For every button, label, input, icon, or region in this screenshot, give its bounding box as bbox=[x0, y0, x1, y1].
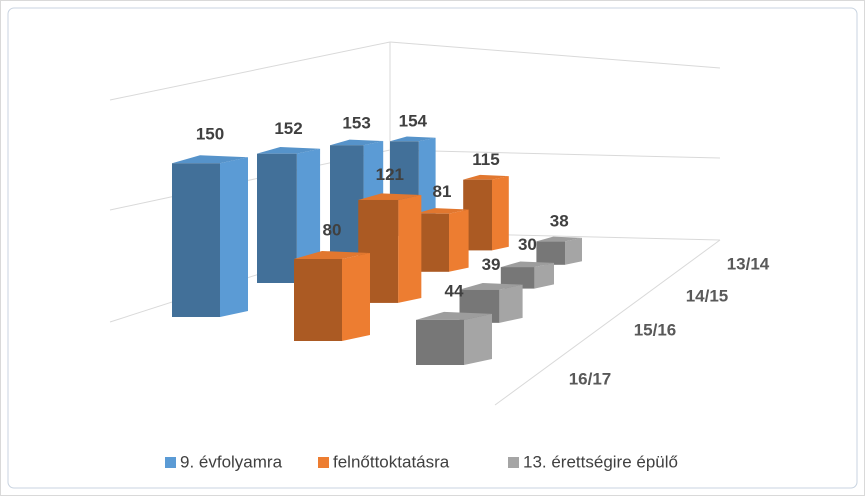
category-label: 16/17 bbox=[569, 369, 612, 388]
legend-label: 9. évfolyamra bbox=[180, 452, 283, 471]
bar-top bbox=[257, 147, 321, 154]
category-label: 15/16 bbox=[634, 320, 677, 339]
bar-side bbox=[398, 194, 422, 303]
bar bbox=[172, 155, 248, 317]
bar bbox=[257, 147, 321, 283]
category-label: 13/14 bbox=[727, 254, 770, 273]
bar-front bbox=[294, 259, 342, 341]
bar-side bbox=[220, 157, 248, 317]
bar-top bbox=[390, 136, 436, 142]
value-label: 30 bbox=[518, 235, 537, 254]
bar-top bbox=[415, 208, 469, 214]
bar-side bbox=[449, 209, 469, 272]
value-label: 44 bbox=[445, 281, 464, 300]
value-label: 152 bbox=[274, 119, 302, 138]
bar-top bbox=[294, 251, 370, 259]
bar-front bbox=[536, 241, 566, 265]
value-label: 154 bbox=[399, 112, 428, 131]
value-label: 81 bbox=[433, 182, 452, 201]
legend-swatch bbox=[318, 457, 329, 468]
bar bbox=[416, 311, 492, 365]
bar-top bbox=[536, 236, 582, 242]
bar-side bbox=[565, 237, 582, 265]
value-label: 38 bbox=[550, 212, 569, 231]
bar-front bbox=[330, 145, 364, 255]
value-label: 39 bbox=[482, 255, 501, 274]
value-label: 121 bbox=[376, 165, 404, 184]
bar-side bbox=[464, 313, 492, 365]
bar-top bbox=[172, 155, 248, 164]
bar-side bbox=[492, 176, 509, 251]
bar-front bbox=[172, 163, 220, 317]
value-label: 153 bbox=[342, 113, 370, 132]
bar bbox=[500, 261, 554, 289]
legend-swatch bbox=[165, 457, 176, 468]
bar-side bbox=[342, 253, 370, 341]
bar-top bbox=[459, 283, 523, 290]
legend-label: felnőttoktatásra bbox=[333, 452, 450, 471]
bar-front bbox=[416, 319, 464, 365]
value-label: 115 bbox=[472, 150, 499, 169]
bar bbox=[459, 283, 523, 323]
legend-label: 13. érettségire épülő bbox=[523, 452, 678, 471]
bar-front bbox=[257, 153, 297, 283]
category-label: 14/15 bbox=[686, 286, 729, 305]
bar bbox=[294, 251, 370, 341]
legend-swatch bbox=[508, 457, 519, 468]
value-label: 80 bbox=[323, 220, 342, 239]
bar bbox=[536, 236, 582, 265]
bar-side bbox=[499, 284, 523, 323]
bar-top bbox=[500, 261, 554, 268]
bar-top bbox=[463, 174, 509, 180]
bar-side bbox=[534, 262, 554, 289]
bar bbox=[463, 174, 509, 251]
bar-front bbox=[500, 267, 535, 289]
bar-top bbox=[416, 311, 492, 320]
bar bbox=[415, 208, 469, 272]
bar-top bbox=[330, 139, 384, 146]
value-label: 150 bbox=[196, 125, 224, 144]
bar-side bbox=[296, 148, 321, 283]
bar-top bbox=[358, 193, 422, 200]
